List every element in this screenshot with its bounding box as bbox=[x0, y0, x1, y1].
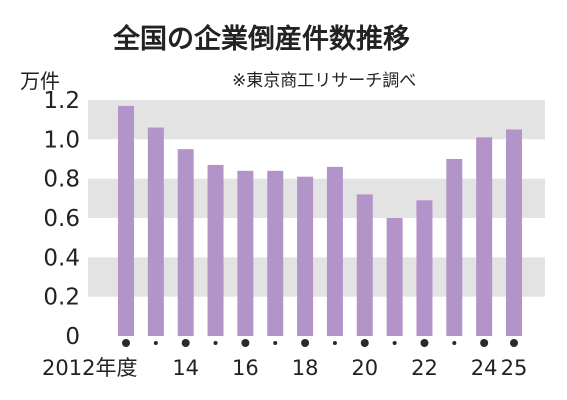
category-dot bbox=[480, 339, 488, 347]
x-tick-label: 24 bbox=[471, 356, 498, 380]
bar-2023 bbox=[446, 159, 462, 336]
bar-2018 bbox=[297, 177, 313, 336]
y-tick-label: 1.2 bbox=[43, 88, 80, 114]
x-tick-label: 18 bbox=[292, 356, 319, 380]
category-dot bbox=[510, 339, 518, 347]
category-dot bbox=[393, 341, 397, 345]
bar-2021 bbox=[387, 218, 403, 336]
chart-title: 全国の企業倒産件数推移 bbox=[112, 23, 410, 55]
x-tick-label: 20 bbox=[351, 356, 378, 380]
y-tick-label: 1.0 bbox=[43, 127, 80, 153]
bar-2020 bbox=[357, 194, 373, 336]
y-tick-label: 0.4 bbox=[43, 245, 80, 271]
source-note: ※東京商工リサーチ調べ bbox=[232, 71, 416, 91]
bar-2024 bbox=[476, 137, 492, 336]
category-dot bbox=[122, 339, 130, 347]
bar-2019 bbox=[327, 167, 343, 336]
x-tick-label: 2012年度 bbox=[42, 356, 137, 380]
category-dot bbox=[214, 341, 218, 345]
bar-2017 bbox=[267, 171, 283, 336]
category-dot bbox=[420, 339, 428, 347]
category-dot bbox=[154, 341, 158, 345]
category-dot bbox=[361, 339, 369, 347]
category-dot bbox=[241, 339, 249, 347]
bar-2012 bbox=[118, 106, 134, 336]
x-tick-label: 25 bbox=[501, 356, 528, 380]
y-tick-label: 0 bbox=[65, 324, 80, 350]
bar-2014 bbox=[178, 149, 194, 336]
category-dot bbox=[333, 341, 337, 345]
category-dots bbox=[122, 339, 518, 347]
y-axis: 0 0.2 0.4 0.6 0.8 1.0 1.2 bbox=[43, 88, 80, 350]
category-dot bbox=[273, 341, 277, 345]
bar-2013 bbox=[148, 128, 164, 336]
category-dot bbox=[452, 341, 456, 345]
x-axis: 2012年度 14 16 18 20 22 24 25 bbox=[42, 356, 527, 380]
x-tick-label: 22 bbox=[411, 356, 438, 380]
bars bbox=[118, 106, 522, 336]
category-dot bbox=[182, 339, 190, 347]
x-tick-label: 14 bbox=[172, 356, 199, 380]
y-tick-label: 0.2 bbox=[43, 285, 80, 311]
x-tick-label: 16 bbox=[232, 356, 259, 380]
bar-2015 bbox=[208, 165, 224, 336]
bar-2022 bbox=[416, 200, 432, 336]
y-tick-label: 0.6 bbox=[43, 206, 80, 232]
y-tick-label: 0.8 bbox=[43, 167, 80, 193]
category-dot bbox=[301, 339, 309, 347]
bar-2025 bbox=[506, 130, 522, 337]
bar-2016 bbox=[237, 171, 253, 336]
